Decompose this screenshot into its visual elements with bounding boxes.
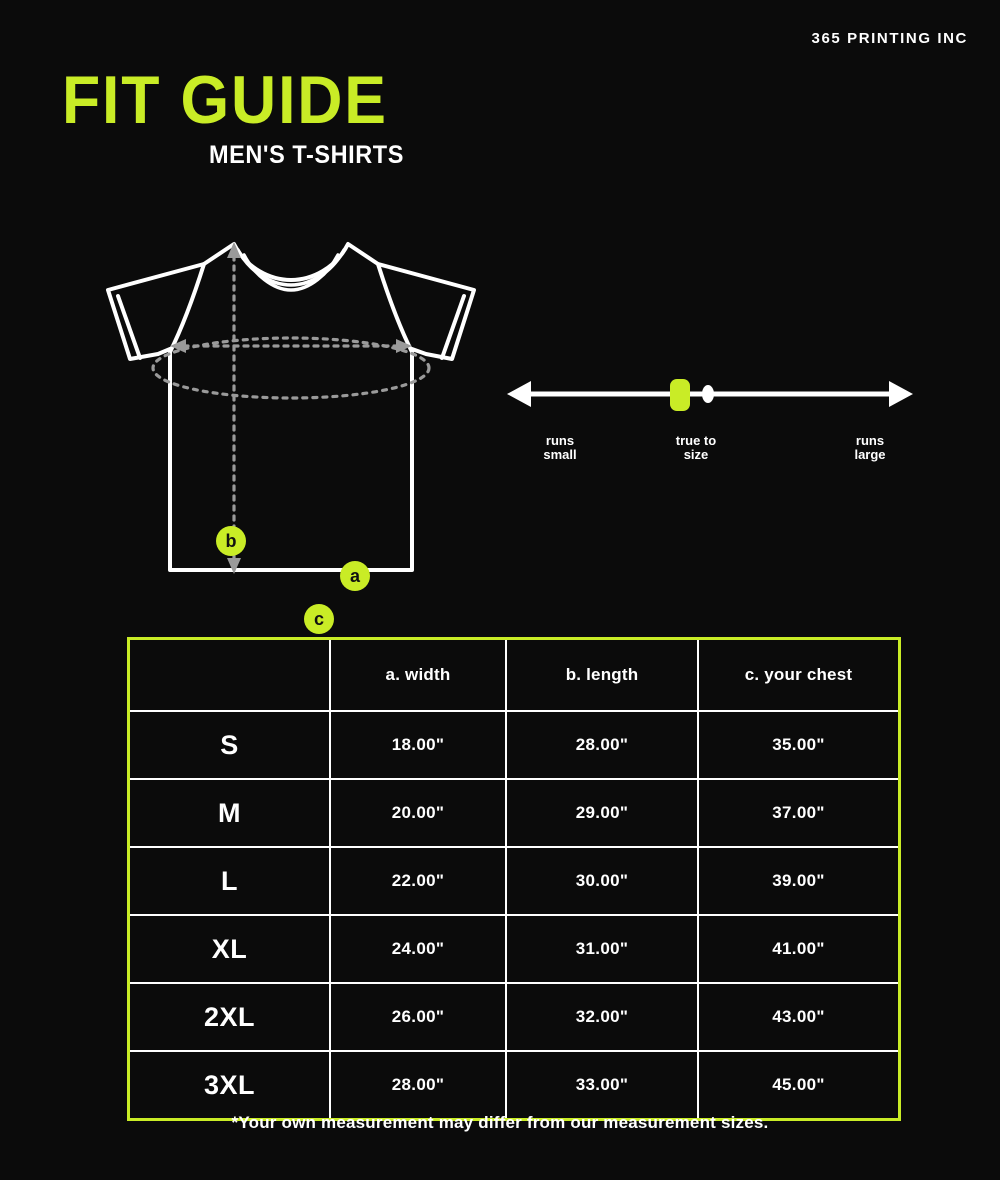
table-cell-width: 28.00" <box>329 1050 507 1121</box>
table-row: 2XL 26.00" 32.00" 43.00" <box>127 982 901 1052</box>
length-measure-line <box>227 242 241 574</box>
brand-label: 365 PRINTING INC <box>811 30 968 47</box>
table-cell-width: 24.00" <box>329 914 507 984</box>
table-cell-size: 2XL <box>127 982 331 1052</box>
table-cell-chest: 39.00" <box>697 846 901 916</box>
table-cell-length: 28.00" <box>505 710 699 780</box>
table-cell-width: 22.00" <box>329 846 507 916</box>
table-row: L 22.00" 30.00" 39.00" <box>127 846 901 916</box>
table-row: S 18.00" 28.00" 35.00" <box>127 710 901 780</box>
table-header-size <box>127 637 331 712</box>
table-cell-size: 3XL <box>127 1050 331 1121</box>
table-cell-chest: 37.00" <box>697 778 901 848</box>
table-header-length: b. length <box>505 637 699 712</box>
table-cell-chest: 43.00" <box>697 982 901 1052</box>
table-cell-width: 20.00" <box>329 778 507 848</box>
fit-scale-marker <box>670 379 690 411</box>
table-cell-size: XL <box>127 914 331 984</box>
tshirt-illustration-svg <box>106 242 476 574</box>
measure-badge-c: c <box>304 604 334 634</box>
table-row: M 20.00" 29.00" 37.00" <box>127 778 901 848</box>
fit-scale-left-arrow <box>507 381 531 407</box>
table-row: 3XL 28.00" 33.00" 45.00" <box>127 1050 901 1121</box>
table-row: XL 24.00" 31.00" 41.00" <box>127 914 901 984</box>
size-chart-table: a. width b. length c. your chest S 18.00"… <box>127 637 901 1121</box>
page-title: FIT GUIDE <box>62 62 388 138</box>
table-header-chest: c. your chest <box>697 637 901 712</box>
width-measure-line <box>170 339 412 353</box>
fit-scale-label-runs-small: runs small <box>543 433 577 462</box>
table-cell-size: L <box>127 846 331 916</box>
fit-scale-label-runs-large: runs large <box>854 433 886 462</box>
measure-badge-b: b <box>216 526 246 556</box>
fit-scale-label-true-to-size: true to size <box>675 433 717 462</box>
table-cell-length: 30.00" <box>505 846 699 916</box>
table-cell-length: 33.00" <box>505 1050 699 1121</box>
table-cell-width: 18.00" <box>329 710 507 780</box>
table-header-width: a. width <box>329 637 507 712</box>
table-cell-chest: 41.00" <box>697 914 901 984</box>
table-cell-size: M <box>127 778 331 848</box>
fit-scale-svg <box>507 379 913 411</box>
table-cell-length: 31.00" <box>505 914 699 984</box>
table-cell-chest: 35.00" <box>697 710 901 780</box>
fit-scale-right-arrow <box>889 381 913 407</box>
table-cell-length: 32.00" <box>505 982 699 1052</box>
table-cell-size: S <box>127 710 331 780</box>
fit-scale-tick <box>702 385 714 403</box>
table-cell-width: 26.00" <box>329 982 507 1052</box>
tshirt-diagram: a b c <box>96 228 486 634</box>
fit-scale: runs small true to size runs large <box>505 372 915 472</box>
table-header-row: a. width b. length c. your chest <box>127 637 901 712</box>
chest-measure-ellipse <box>151 336 431 400</box>
page-subtitle: MEN'S T-SHIRTS <box>209 141 404 169</box>
measure-badge-a: a <box>340 561 370 591</box>
table-cell-chest: 45.00" <box>697 1050 901 1121</box>
footnote: *Your own measurement may differ from ou… <box>231 1113 769 1132</box>
table-cell-length: 29.00" <box>505 778 699 848</box>
